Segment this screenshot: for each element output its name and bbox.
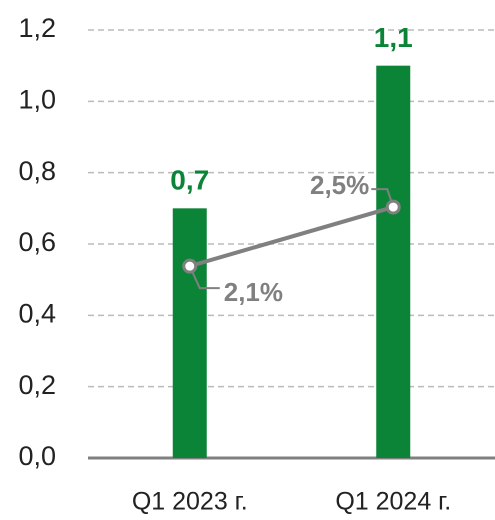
y-tick-label: 1,2 bbox=[18, 13, 56, 43]
line bbox=[189, 205, 394, 269]
line-point bbox=[385, 199, 401, 215]
bar bbox=[172, 208, 207, 458]
line-value-label: 2,5% bbox=[310, 170, 369, 200]
line-point bbox=[182, 258, 198, 274]
label-leader bbox=[188, 265, 220, 290]
bar-value-label: 1,1 bbox=[374, 22, 413, 53]
y-tick-label: 0,4 bbox=[18, 298, 56, 328]
y-tick-label: 0,0 bbox=[18, 441, 56, 471]
y-tick-label: 0,6 bbox=[18, 227, 56, 257]
y-tick-label: 1,0 bbox=[18, 84, 56, 114]
y-tick-label: 0,2 bbox=[18, 370, 56, 400]
x-tick-label: Q1 2023 г. bbox=[132, 488, 248, 516]
bar bbox=[376, 65, 411, 459]
x-tick-label: Q1 2024 г. bbox=[335, 488, 451, 516]
line-value-label: 2,1% bbox=[224, 277, 283, 307]
y-tick-label: 0,8 bbox=[18, 156, 56, 186]
bar-value-label: 0,7 bbox=[170, 165, 209, 196]
